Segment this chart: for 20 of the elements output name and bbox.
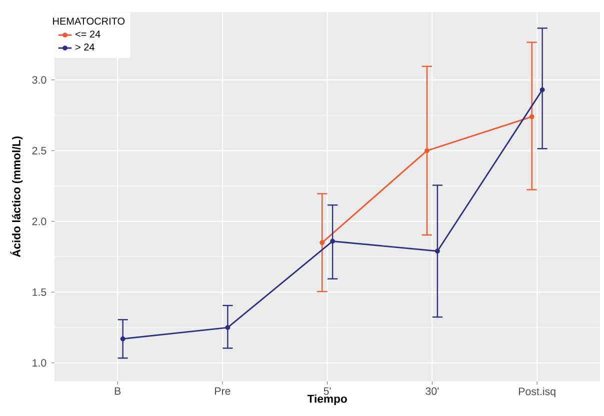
point [225, 325, 230, 330]
y-axis-title: Ácido láctico (mmol/L) [10, 136, 23, 258]
point [540, 87, 545, 92]
legend-label: <= 24 [76, 30, 100, 38]
y-tick-label: 1.0 [32, 359, 46, 367]
x-tick-label: 30' [426, 387, 439, 395]
y-tick-label: 2.0 [32, 218, 46, 226]
x-tick-label: Pre [215, 387, 230, 395]
point [330, 238, 336, 244]
x-tick-label: Post.isq [518, 387, 556, 398]
x-tick-label: B [114, 387, 121, 395]
point [434, 248, 440, 254]
y-tick-label: 1.5 [32, 288, 46, 296]
legend-title: HEMATOCRITO [53, 18, 125, 25]
point [120, 336, 126, 342]
x-tick-label: 5' [324, 387, 331, 395]
x-axis-title: Tiempo [307, 394, 347, 406]
y-tick-label: 2.5 [32, 146, 46, 154]
legend-label: > 24 [76, 44, 94, 51]
y-tick-label: 3.0 [32, 76, 46, 84]
